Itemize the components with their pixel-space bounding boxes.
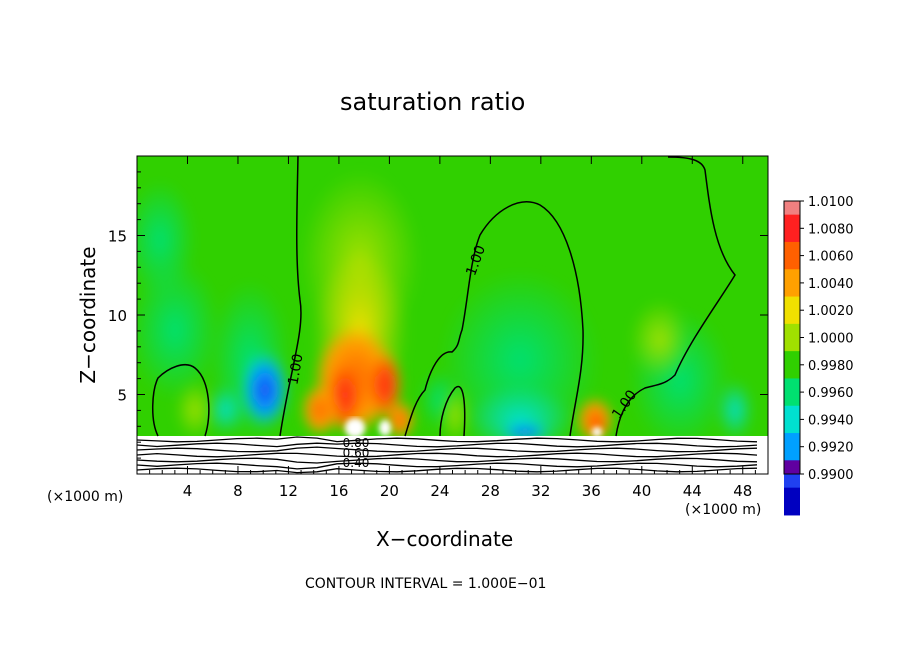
x-tick-label: 20 — [380, 482, 399, 500]
contour-line-central — [279, 156, 302, 437]
contour-interval-note: CONTOUR INTERVAL = 1.000E−01 — [305, 576, 547, 592]
heatmap-field — [137, 156, 768, 474]
colorbar-swatch — [784, 378, 800, 407]
x-tick-label: 28 — [481, 482, 500, 500]
colorbar-swatch — [784, 214, 800, 243]
x-tick-label: 8 — [233, 482, 243, 500]
y-axis-label: Z−coordinate — [76, 246, 100, 384]
colorbar-label: 0.9920 — [808, 441, 854, 456]
surface-contour-line — [137, 462, 758, 470]
y-tick-label: 10 — [108, 307, 127, 325]
contour-line-right — [615, 156, 736, 437]
x-tick-label: 48 — [733, 482, 752, 500]
contour-lines — [152, 156, 736, 437]
x-tick-label: 4 — [183, 482, 193, 500]
contour-line-small-bubble — [439, 385, 466, 437]
x-tick-label: 24 — [430, 482, 449, 500]
y-axis-ticks: 5 10 15 — [108, 171, 768, 459]
y-tick-label: 15 — [108, 228, 127, 246]
colorbar-label: 0.9960 — [808, 386, 854, 401]
colorbar-swatch — [784, 201, 800, 216]
y-tick-label: 5 — [117, 387, 127, 405]
surface-contours — [137, 436, 758, 474]
chart-title: saturation ratio — [340, 88, 526, 116]
x-axis-ticks: 4 8 12 16 20 24 28 32 36 40 44 48 — [149, 156, 756, 500]
x-tick-label: 40 — [632, 482, 651, 500]
colorbar-label: 1.0000 — [808, 332, 854, 347]
colorbar-label: 1.0020 — [808, 304, 854, 319]
x-tick-label: 32 — [531, 482, 550, 500]
surface-contour-line — [137, 467, 758, 474]
x-tick-label: 12 — [279, 482, 298, 500]
colorbar-label: 1.0100 — [808, 195, 854, 210]
colorbar-swatch — [784, 405, 800, 434]
x-unit-left: (×1000 m) — [47, 489, 124, 505]
contour-label: 0.60 — [343, 446, 370, 460]
colorbar-label: 1.0040 — [808, 277, 854, 292]
x-axis-label: X−coordinate — [376, 527, 514, 551]
surface-contour-line — [137, 452, 758, 458]
colorbar-swatch — [784, 460, 800, 475]
contour-label: 1.00 — [285, 353, 306, 386]
x-tick-label: 36 — [582, 482, 601, 500]
colorbar-swatch — [784, 296, 800, 325]
contour-label: 0.40 — [343, 456, 370, 470]
colorbar-label: 0.9900 — [808, 468, 854, 483]
x-tick-label: 16 — [329, 482, 348, 500]
colorbar-label: 1.0060 — [808, 250, 854, 265]
colorbar-label: 0.9940 — [808, 413, 854, 428]
surface-contour-line — [137, 436, 758, 443]
surface-contour-line — [137, 457, 758, 464]
colorbar-swatch — [784, 269, 800, 298]
colorbar-swatch — [784, 241, 800, 270]
x-unit-right: (×1000 m) — [685, 502, 762, 518]
field-warm-regions — [175, 170, 690, 445]
colorbar-swatch — [784, 323, 800, 352]
surface-contour-line — [137, 446, 758, 453]
colorbar-swatch — [784, 487, 800, 516]
x-tick-label: 44 — [683, 482, 702, 500]
colorbar: 1.0100 1.0080 1.0060 1.0040 1.0020 1.0000 0.99… — [783, 195, 854, 516]
colorbar-swatch — [784, 433, 800, 461]
surface-contour-line — [137, 442, 758, 448]
colorbar-swatch — [784, 351, 800, 379]
contour-label: 0.80 — [343, 436, 370, 450]
contour-line-left-bubble — [152, 364, 210, 437]
colorbar-label: 1.0080 — [808, 222, 854, 237]
contour-line-right-of-center — [404, 201, 584, 437]
colorbar-label: 0.9980 — [808, 359, 854, 374]
field-white-spots — [345, 418, 602, 438]
